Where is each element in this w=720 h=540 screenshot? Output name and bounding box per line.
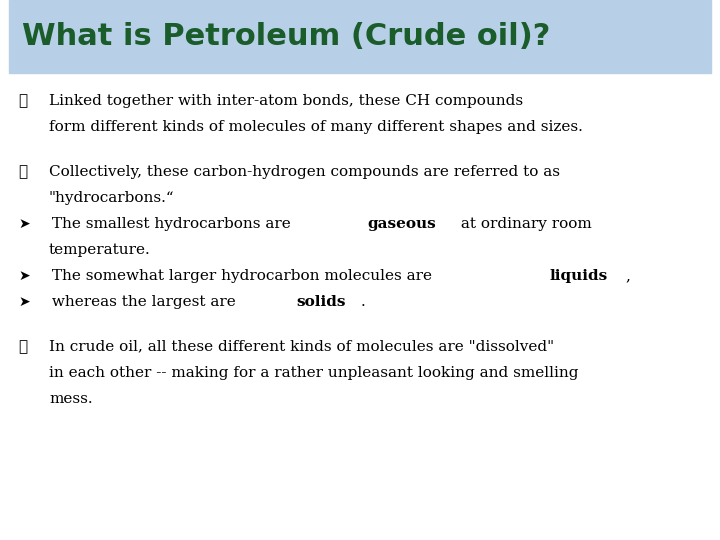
Text: at ordinary room: at ordinary room: [456, 217, 592, 231]
Text: "hydrocarbons.“: "hydrocarbons.“: [49, 191, 174, 205]
Text: ➤: ➤: [18, 269, 30, 283]
Text: Collectively, these carbon-hydrogen compounds are referred to as: Collectively, these carbon-hydrogen comp…: [49, 165, 560, 179]
Text: temperature.: temperature.: [49, 243, 150, 257]
Text: mess.: mess.: [49, 392, 93, 406]
Text: In crude oil, all these different kinds of molecules are "dissolved": In crude oil, all these different kinds …: [49, 340, 554, 354]
Text: The somewhat larger hydrocarbon molecules are: The somewhat larger hydrocarbon molecule…: [47, 269, 436, 283]
Text: ❏: ❏: [18, 340, 27, 354]
FancyBboxPatch shape: [9, 0, 711, 73]
Text: Linked together with inter-atom bonds, these CH compounds: Linked together with inter-atom bonds, t…: [49, 94, 523, 109]
Text: ,: ,: [625, 269, 630, 283]
Text: form different kinds of molecules of many different shapes and sizes.: form different kinds of molecules of man…: [49, 120, 582, 134]
Text: ➤: ➤: [18, 217, 30, 231]
Text: What is Petroleum (Crude oil)?: What is Petroleum (Crude oil)?: [22, 22, 550, 51]
Text: solids: solids: [297, 295, 346, 309]
Text: ❏: ❏: [18, 94, 27, 109]
Text: ➤: ➤: [18, 295, 30, 309]
Text: ❏: ❏: [18, 165, 27, 179]
Text: whereas the largest are: whereas the largest are: [47, 295, 240, 309]
Text: The smallest hydrocarbons are: The smallest hydrocarbons are: [47, 217, 295, 231]
Text: .: .: [361, 295, 365, 309]
Text: liquids: liquids: [550, 269, 608, 283]
Text: in each other -- making for a rather unpleasant looking and smelling: in each other -- making for a rather unp…: [49, 366, 578, 380]
Text: gaseous: gaseous: [368, 217, 436, 231]
